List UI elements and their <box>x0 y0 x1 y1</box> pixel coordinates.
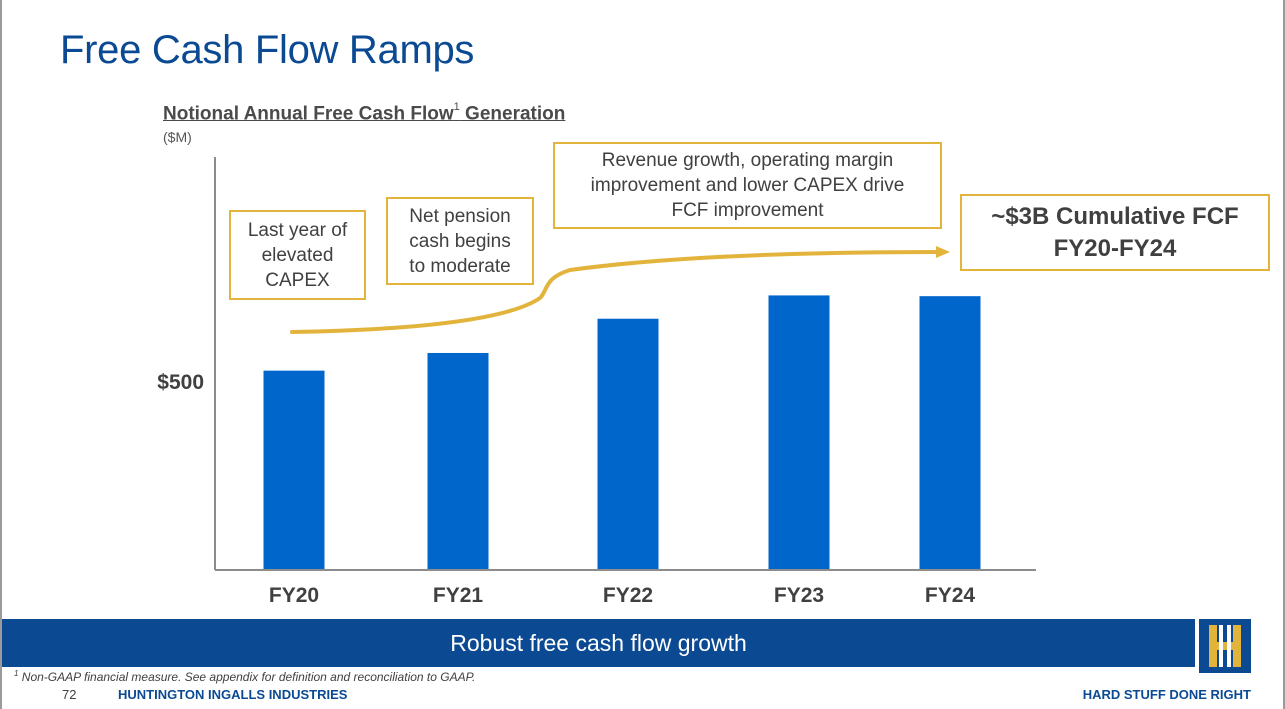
summary-banner-text: Robust free cash flow growth <box>450 629 747 656</box>
bar-fy21 <box>427 352 489 570</box>
callout-elevated-capex: Last year of elevated CAPEX <box>229 210 366 300</box>
callout-revenue-growth: Revenue growth, operating margin improve… <box>553 142 942 229</box>
footnote-mark: 1 <box>14 669 19 678</box>
slide-title: Free Cash Flow Ramps <box>60 28 475 72</box>
footnote-text: Non-GAAP financial measure. See appendix… <box>18 670 476 684</box>
company-name: HUNTINGTON INGALLS INDUSTRIES <box>118 687 348 702</box>
chart-subtitle-main: Notional Annual Free Cash Flow <box>163 103 454 125</box>
callout-cumulative-fcf-text: ~$3B Cumulative FCF FY20-FY24 <box>991 202 1239 262</box>
chart-subtitle-footnote-mark: 1 <box>453 101 460 113</box>
x-tick-label-fy21: FY21 <box>433 584 484 607</box>
callout-elevated-capex-text: Last year of elevated CAPEX <box>247 219 348 291</box>
chart-subtitle: Notional Annual Free Cash Flow1 Generati… <box>163 101 566 125</box>
callout-pension-cash: Net pension cash begins to moderate <box>386 197 534 285</box>
chart-unit-label: ($M) <box>163 129 192 145</box>
company-logo-icon <box>1199 619 1251 673</box>
bar-fy20 <box>263 370 325 570</box>
summary-banner: Robust free cash flow growth <box>2 619 1195 667</box>
x-tick-label-fy24: FY24 <box>925 584 976 607</box>
callout-revenue-growth-text: Revenue growth, operating margin improve… <box>590 150 905 221</box>
company-tagline: HARD STUFF DONE RIGHT <box>1082 687 1251 702</box>
page-number: 72 <box>62 687 77 702</box>
bar-fy22 <box>597 318 659 570</box>
footnote: 1 Non-GAAP financial measure. See append… <box>14 669 475 684</box>
callout-cumulative-fcf: ~$3B Cumulative FCF FY20-FY24 <box>960 194 1270 271</box>
growth-arrow-line <box>290 250 940 334</box>
bar-fy23 <box>768 295 830 570</box>
slide-frame-right <box>1283 0 1285 709</box>
x-tick-label-fy23: FY23 <box>774 584 824 607</box>
bar-fy24 <box>919 296 981 570</box>
x-tick-label-fy20: FY20 <box>269 584 319 607</box>
callout-pension-cash-text: Net pension cash begins to moderate <box>409 205 511 277</box>
x-tick-label-fy22: FY22 <box>603 584 653 607</box>
chart-subtitle-tail: Generation <box>459 103 566 125</box>
y-tick-label: $500 <box>157 371 204 394</box>
slide-frame-left <box>0 0 2 709</box>
growth-arrow-head <box>936 246 950 258</box>
